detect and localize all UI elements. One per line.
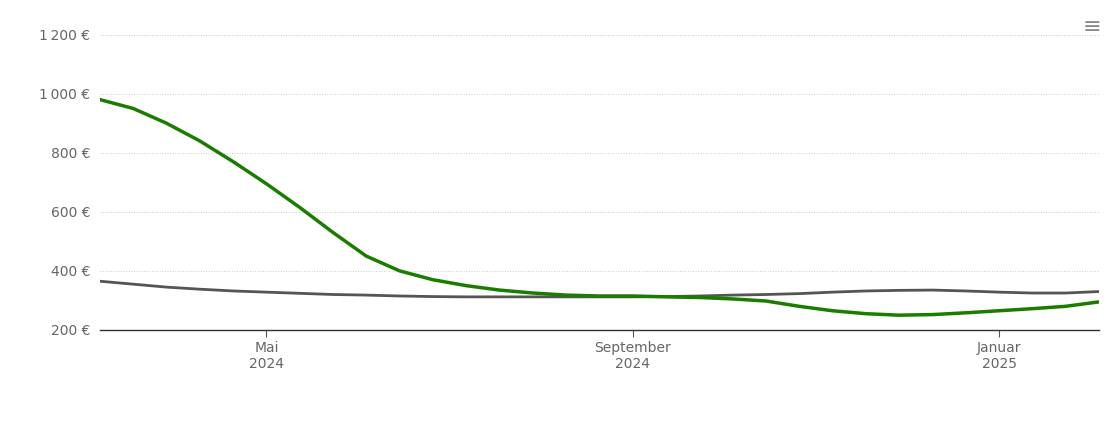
Text: ≡: ≡ — [1082, 17, 1101, 37]
